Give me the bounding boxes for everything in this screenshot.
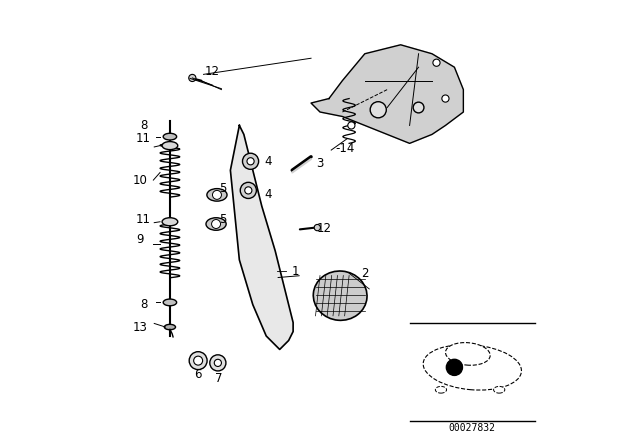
Polygon shape: [230, 125, 293, 349]
Circle shape: [370, 102, 387, 118]
Text: 3: 3: [316, 157, 324, 170]
Polygon shape: [311, 45, 463, 143]
Text: -14: -14: [335, 142, 355, 155]
Circle shape: [212, 190, 221, 199]
Ellipse shape: [423, 345, 522, 390]
Ellipse shape: [164, 324, 175, 330]
Text: 7: 7: [216, 372, 223, 385]
Ellipse shape: [314, 271, 367, 320]
Ellipse shape: [207, 189, 227, 201]
Text: 6: 6: [195, 367, 202, 381]
Circle shape: [446, 359, 463, 375]
Circle shape: [348, 122, 355, 129]
Ellipse shape: [445, 343, 490, 365]
Circle shape: [243, 153, 259, 169]
Circle shape: [194, 356, 203, 365]
Ellipse shape: [163, 299, 177, 306]
Text: 10: 10: [132, 173, 147, 187]
Text: 11: 11: [136, 132, 150, 146]
Text: 00027832: 00027832: [449, 423, 496, 433]
Text: 13: 13: [132, 320, 147, 334]
Ellipse shape: [435, 386, 447, 393]
Circle shape: [189, 74, 196, 82]
Text: 1: 1: [292, 264, 299, 278]
Circle shape: [413, 102, 424, 113]
Text: 5: 5: [219, 213, 226, 226]
Text: 8: 8: [141, 298, 148, 311]
Text: 12: 12: [317, 222, 332, 235]
Circle shape: [442, 95, 449, 102]
Circle shape: [433, 59, 440, 66]
Circle shape: [210, 355, 226, 371]
Text: 9: 9: [136, 233, 143, 246]
Text: 11: 11: [136, 213, 150, 226]
Text: 2: 2: [361, 267, 369, 280]
Ellipse shape: [493, 386, 505, 393]
Ellipse shape: [162, 142, 178, 150]
Circle shape: [214, 359, 221, 366]
Circle shape: [314, 224, 321, 231]
Text: 5: 5: [219, 181, 226, 195]
Ellipse shape: [206, 218, 226, 230]
Text: 4: 4: [265, 155, 272, 168]
Circle shape: [247, 158, 254, 165]
Ellipse shape: [162, 218, 178, 226]
Text: 4: 4: [265, 188, 272, 202]
Circle shape: [244, 187, 252, 194]
Circle shape: [240, 182, 257, 198]
Text: 8: 8: [141, 119, 148, 132]
Circle shape: [212, 220, 221, 228]
Circle shape: [189, 352, 207, 370]
Ellipse shape: [163, 134, 177, 140]
Text: 12: 12: [205, 65, 220, 78]
